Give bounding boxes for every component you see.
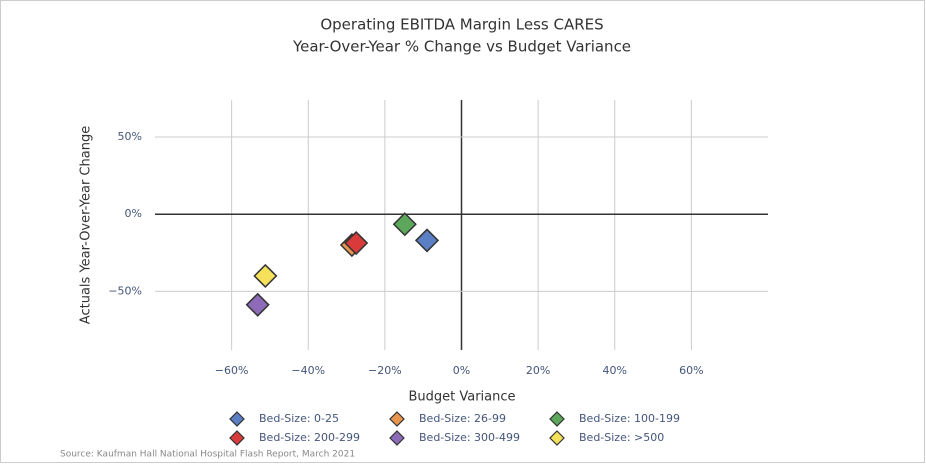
legend-swatch	[229, 430, 245, 446]
legend-label: Bed-Size: 100-199	[579, 412, 680, 425]
legend-swatch	[389, 430, 405, 446]
point	[392, 212, 417, 237]
point	[253, 263, 278, 288]
y-tick-label: 0%	[125, 207, 142, 220]
legend-swatch	[549, 411, 565, 427]
legend-swatch	[229, 411, 245, 427]
y-tick-label: −50%	[108, 284, 142, 297]
y-axis-label: Actuals Year-Over-Year Change	[79, 126, 94, 324]
legend-label: Bed-Size: 26-99	[419, 412, 506, 425]
y-tick-label: 50%	[118, 130, 142, 143]
legend-label: Bed-Size: 200-299	[259, 431, 360, 444]
x-tick-label: 40%	[603, 364, 627, 377]
legend-swatch	[549, 430, 565, 446]
x-tick-label: −40%	[291, 364, 325, 377]
legend-swatch	[389, 411, 405, 427]
legend-label: Bed-Size: 0-25	[259, 412, 339, 425]
x-tick-label: −20%	[368, 364, 402, 377]
point	[414, 228, 440, 253]
legend-label: Bed-Size: 300-499	[419, 431, 520, 444]
point	[344, 230, 369, 256]
x-axis-label: Budget Variance	[408, 390, 515, 405]
x-tick-label: 0%	[453, 364, 470, 377]
source-note: Source: Kaufman Hall National Hospital F…	[60, 450, 355, 460]
chart-title: Operating EBITDA Margin Less CARES	[320, 16, 603, 34]
legend-label: Bed-Size: >500	[579, 431, 664, 444]
x-tick-label: −60%	[215, 364, 249, 377]
chart-subtitle: Year-Over-Year % Change vs Budget Varian…	[292, 38, 631, 56]
x-tick-label: 60%	[679, 364, 703, 377]
x-tick-label: 20%	[526, 364, 550, 377]
point	[245, 292, 270, 317]
